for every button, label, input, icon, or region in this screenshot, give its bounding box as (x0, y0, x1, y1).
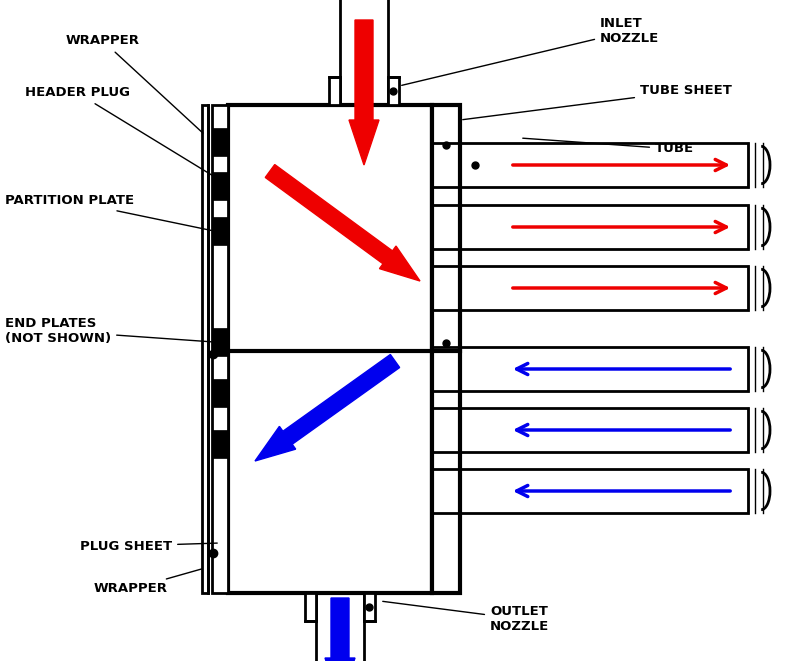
Bar (329, 77, 340, 105)
Text: PLUG SHEET: PLUG SHEET (80, 539, 218, 553)
Bar (388, 77, 399, 105)
Polygon shape (266, 165, 420, 281)
Bar (212, 105, 228, 593)
Polygon shape (255, 354, 400, 461)
Text: INLET
NOZZLE: INLET NOZZLE (402, 17, 659, 85)
Bar (228, 105, 432, 593)
Bar (460, 347, 748, 391)
Bar (212, 379, 228, 407)
Bar (460, 469, 748, 513)
Polygon shape (349, 20, 379, 165)
Bar (460, 205, 748, 249)
Bar (460, 266, 748, 310)
Text: WRAPPER: WRAPPER (94, 568, 202, 596)
Text: END PLATES
(NOT SHOWN): END PLATES (NOT SHOWN) (5, 317, 211, 345)
Bar (212, 430, 228, 458)
Text: PARTITION PLATE: PARTITION PLATE (5, 194, 211, 231)
Bar (305, 593, 316, 621)
Bar (460, 143, 748, 187)
Bar (432, 105, 460, 593)
Bar (212, 328, 228, 356)
Text: WRAPPER: WRAPPER (66, 34, 203, 133)
Bar (202, 105, 208, 593)
Text: OUTLET
NOZZLE: OUTLET NOZZLE (382, 602, 550, 633)
Bar (364, 593, 375, 621)
Text: TUBE: TUBE (522, 138, 694, 155)
Bar (212, 172, 228, 200)
Text: HEADER PLUG: HEADER PLUG (25, 87, 226, 184)
Text: TUBE SHEET: TUBE SHEET (462, 85, 732, 120)
Bar (460, 408, 748, 452)
Bar (212, 128, 228, 156)
Polygon shape (325, 598, 355, 661)
Bar (212, 217, 228, 245)
